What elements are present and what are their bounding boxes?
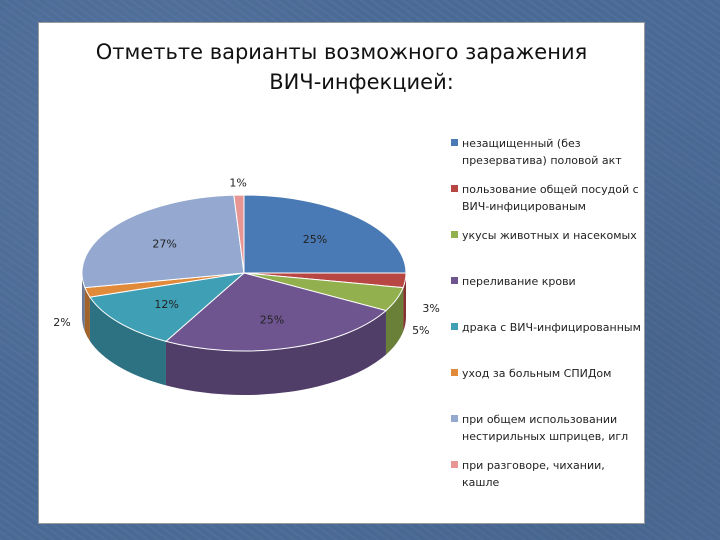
pie-side-2 [403,273,406,332]
data-label-3: 5% [412,324,429,337]
legend-swatch-7 [451,415,458,422]
legend-swatch-1 [451,139,458,146]
legend-label-3: укусы животных и насекомых [462,229,637,242]
pie-slice-5 [89,272,246,342]
legend-swatch-5 [451,323,458,330]
data-label-8: 1% [229,177,246,190]
legend-swatch-6 [451,369,458,376]
slide: Отметьте варианты возможного заражения В… [38,22,645,524]
data-label-7: 27% [152,237,176,250]
chart-title-line-2: ВИЧ-инфекцией: [269,70,454,94]
legend-label-4: переливание крови [462,275,576,288]
legend-label-5: драка с ВИЧ-инфицированным [462,321,641,334]
pie-top [81,194,407,352]
legend-item-7: при общем использовании нестирильных шпр… [451,411,641,445]
legend-item-6: уход за больным СПИДом [451,365,641,382]
legend-swatch-8 [451,461,458,468]
legend-label-8: при разговоре, чихании, кашле [462,459,605,489]
legend-swatch-4 [451,277,458,284]
legend-item-5: драка с ВИЧ-инфицированным [451,319,641,336]
data-labels: 25% 3% 5% 25% 12% 2% 27% 1% [53,177,440,337]
pie-slice-1 [243,194,407,274]
pie-side-7 [82,273,85,332]
data-label-5: 12% [154,298,178,311]
legend-item-1: незащищенный (без презерватива) половой … [451,135,641,169]
pie-side-3 [385,287,404,355]
pie-side-6 [84,287,90,342]
data-label-4: 25% [260,313,284,326]
legend-item-2: пользование общей посудой с ВИЧ-инфициро… [451,181,641,215]
pie-slice-7 [81,194,245,289]
data-label-1: 25% [303,233,327,246]
legend-item-4: переливание крови [451,273,641,290]
legend-item-3: укусы животных и насекомых [451,227,641,244]
chart-title-line-1: Отметьте варианты возможного заражения [95,40,588,64]
legend-swatch-2 [451,185,458,192]
legend-label-1: незащищенный (без презерватива) половой … [462,137,622,167]
chart-title: Отметьте варианты возможного заражения В… [39,37,644,97]
pie-side-5 [89,297,166,386]
pie-side-4 [165,310,386,395]
legend-label-2: пользование общей посудой с ВИЧ-инфициро… [462,183,639,213]
pie-chart: 25% 3% 5% 25% 12% 2% 27% 1% [53,177,440,395]
data-label-6: 2% [53,316,70,329]
legend-label-6: уход за больным СПИДом [462,367,612,380]
pie-slice-4 [164,272,387,352]
data-label-2: 3% [422,302,439,315]
legend-swatch-3 [451,231,458,238]
legend-label-7: при общем использовании нестирильных шпр… [462,413,629,443]
pie-slice-8 [233,194,245,274]
pie-sides [82,273,406,395]
legend-item-8: при разговоре, чихании, кашле [451,457,641,491]
